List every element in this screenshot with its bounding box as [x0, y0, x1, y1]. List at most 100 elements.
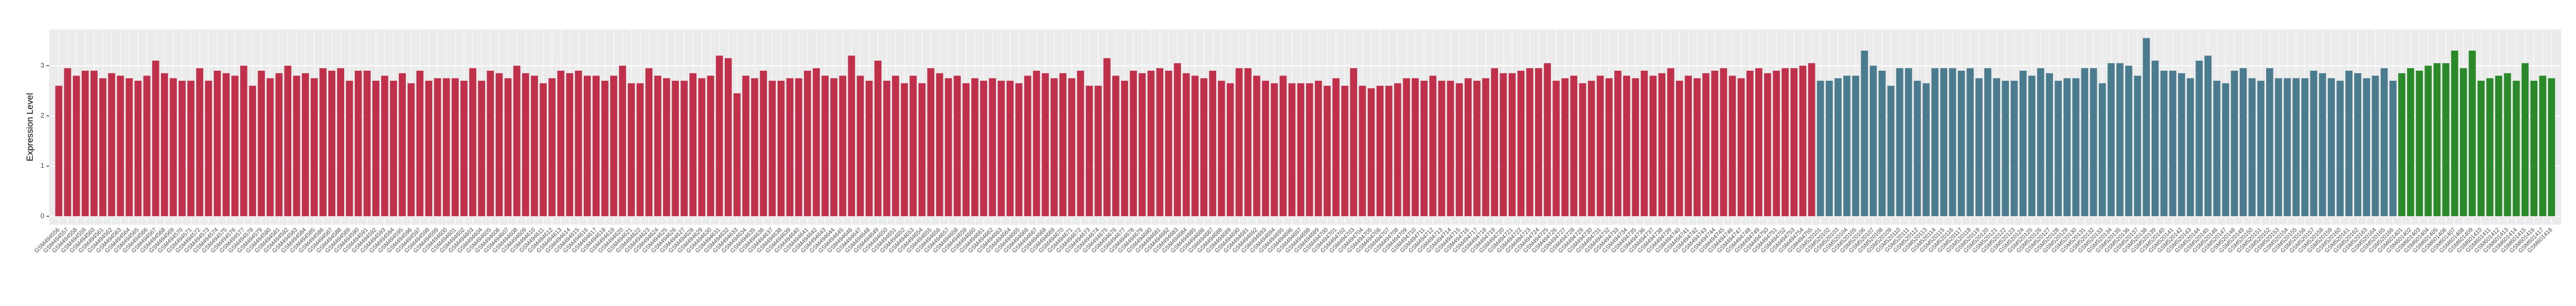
bar: [2081, 68, 2088, 216]
bar: [1226, 83, 1234, 216]
bar: [1508, 73, 1516, 216]
bar: [1799, 65, 1806, 216]
bar: [2063, 78, 2071, 216]
bar: [1341, 85, 1349, 216]
bar: [231, 75, 239, 216]
bar: [2451, 50, 2458, 216]
bar: [1147, 70, 1155, 216]
bar: [2169, 70, 2176, 216]
bar: [504, 78, 512, 216]
bar: [55, 85, 63, 216]
bar: [460, 81, 468, 216]
bar: [1808, 63, 1815, 216]
bar: [1825, 81, 1833, 216]
bar: [1905, 68, 1912, 216]
bar: [751, 78, 759, 216]
bar: [601, 81, 609, 216]
bar: [1182, 73, 1190, 216]
y-tick-label: 3: [41, 61, 44, 69]
bar: [2231, 70, 2238, 216]
bar: [2213, 81, 2221, 216]
bar: [698, 78, 706, 216]
bar: [883, 81, 891, 216]
bar: [2336, 81, 2344, 216]
bar: [760, 70, 767, 216]
bar: [319, 68, 327, 216]
bar: [2495, 75, 2503, 216]
bar: [2293, 78, 2300, 216]
bar: [363, 70, 371, 216]
bar: [1173, 63, 1181, 216]
bar: [857, 75, 864, 216]
bar: [1729, 75, 1736, 216]
bar: [513, 65, 520, 216]
bar: [2090, 68, 2097, 216]
bar: [2019, 70, 2027, 216]
bar: [786, 78, 794, 216]
bar: [390, 81, 397, 216]
bar: [1552, 81, 1560, 216]
y-tick-label: 2: [41, 111, 44, 119]
bar: [1218, 81, 1225, 216]
bar: [1878, 70, 1886, 216]
bar: [1376, 85, 1384, 216]
bar: [2266, 68, 2274, 216]
bar: [478, 81, 485, 216]
bar: [1570, 75, 1578, 216]
bar: [2310, 70, 2317, 216]
bar: [769, 81, 776, 216]
y-axis-title: Expression Level: [25, 93, 35, 161]
bar: [1957, 70, 1965, 216]
bar: [134, 81, 142, 216]
bar: [1940, 68, 1947, 216]
bar: [2248, 78, 2256, 216]
bar: [496, 73, 503, 216]
bar: [1852, 75, 1860, 216]
bar: [408, 83, 415, 216]
bar: [1517, 70, 1524, 216]
bar: [416, 70, 424, 216]
bar: [962, 83, 970, 216]
bar: [910, 75, 917, 216]
bar: [2345, 70, 2353, 216]
bar: [1139, 73, 1146, 216]
bar: [275, 73, 283, 216]
bar: [310, 78, 318, 216]
bar: [1297, 83, 1304, 216]
bar: [1332, 78, 1340, 216]
bar: [2204, 55, 2212, 216]
bar: [1561, 78, 1569, 216]
bar: [487, 70, 494, 216]
bar: [1323, 85, 1331, 216]
bar: [1887, 85, 1895, 216]
bar: [1588, 81, 1595, 216]
bar: [654, 75, 661, 216]
bar: [1896, 68, 1903, 216]
bar: [680, 81, 688, 216]
bar: [1693, 78, 1701, 216]
bar: [1068, 78, 1075, 216]
bar: [936, 73, 943, 216]
bar: [108, 73, 116, 216]
bar: [293, 75, 300, 216]
bar: [1165, 70, 1172, 216]
bar: [1658, 73, 1665, 216]
bar: [1649, 75, 1657, 216]
bar: [1816, 81, 1824, 216]
bar: [2107, 63, 2115, 216]
bar: [2301, 78, 2309, 216]
bar: [1984, 68, 1992, 216]
bar: [918, 83, 926, 216]
bar: [539, 83, 547, 216]
bar: [399, 73, 406, 216]
bar: [874, 60, 882, 216]
bar: [2028, 75, 2035, 216]
bar: [1782, 68, 1789, 216]
bar: [716, 55, 723, 216]
bar: [2045, 73, 2053, 216]
bar: [1737, 78, 1745, 216]
bar: [945, 78, 952, 216]
bar: [2116, 63, 2124, 216]
bar: [2477, 81, 2485, 216]
